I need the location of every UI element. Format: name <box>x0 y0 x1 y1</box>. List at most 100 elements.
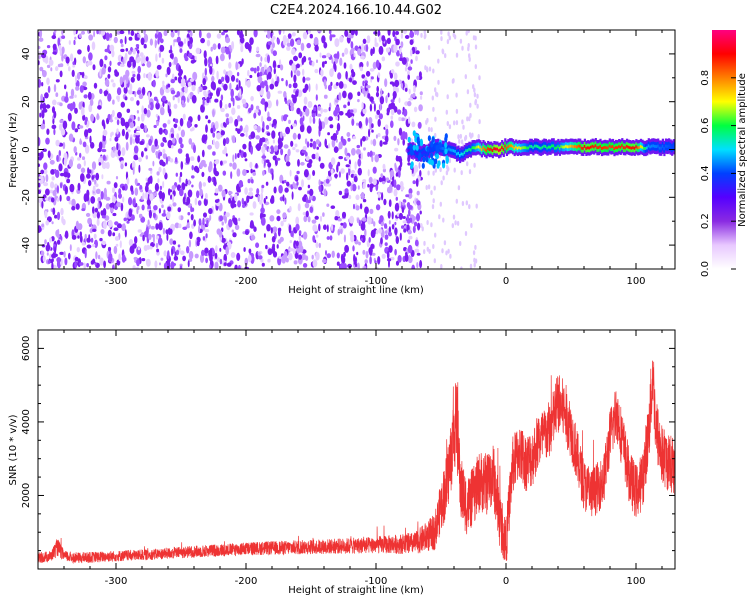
noise-speckle <box>60 182 63 189</box>
noise-speckle <box>283 144 289 149</box>
noise-speckle <box>324 116 329 125</box>
colorbar-tick-label: 0.6 <box>700 118 711 134</box>
signal-core <box>490 147 493 151</box>
noise-speckle <box>351 71 356 78</box>
noise-speckle <box>407 192 413 199</box>
noise-speckle <box>253 112 257 119</box>
noise-speckle <box>377 132 381 138</box>
noise-speckle <box>234 224 240 231</box>
noise-speckle <box>247 254 252 263</box>
noise-speckle <box>387 210 391 219</box>
noise-speckle <box>184 85 188 94</box>
noise-speckle-faint <box>454 220 457 226</box>
noise-speckle <box>350 30 356 36</box>
noise-speckle <box>344 30 349 37</box>
noise-speckle <box>302 76 306 83</box>
noise-speckle <box>329 124 334 129</box>
noise-speckle <box>355 194 360 201</box>
noise-speckle <box>398 116 402 122</box>
noise-speckle <box>113 227 119 231</box>
noise-speckle <box>71 234 77 240</box>
signal-core <box>540 146 543 150</box>
signal-core <box>657 144 660 148</box>
noise-speckle <box>130 96 134 102</box>
noise-speckle <box>74 256 79 262</box>
noise-speckle <box>129 121 134 129</box>
noise-speckle <box>320 107 323 114</box>
noise-speckle <box>156 171 160 176</box>
noise-speckle <box>162 100 165 108</box>
signal-core <box>474 146 477 150</box>
noise-speckle <box>400 185 405 191</box>
noise-speckle <box>77 182 81 191</box>
noise-speckle <box>208 56 213 65</box>
noise-speckle <box>230 252 236 258</box>
noise-speckle <box>321 55 327 59</box>
noise-speckle <box>361 43 364 53</box>
noise-speckle <box>38 182 41 188</box>
noise-speckle <box>182 113 186 121</box>
noise-speckle <box>142 192 145 200</box>
noise-speckle <box>414 30 418 35</box>
noise-speckle <box>318 123 323 132</box>
signal-core <box>519 146 522 150</box>
noise-speckle <box>402 30 408 34</box>
noise-speckle <box>388 245 393 253</box>
noise-speckle <box>302 263 308 268</box>
noise-speckle <box>52 118 55 125</box>
noise-speckle <box>130 76 135 83</box>
noise-speckle <box>68 159 73 168</box>
noise-speckle <box>107 246 112 252</box>
noise-speckle <box>326 52 331 58</box>
signal-core <box>619 145 622 149</box>
noise-speckle <box>301 150 307 154</box>
signal-core <box>668 144 671 148</box>
noise-speckle <box>313 106 317 112</box>
noise-speckle <box>317 106 321 111</box>
noise-speckle-faint <box>442 175 445 181</box>
noise-speckle <box>219 215 224 222</box>
noise-speckle <box>371 252 376 256</box>
noise-speckle-faint <box>427 45 431 51</box>
noise-speckle <box>112 82 116 88</box>
signal-core <box>466 149 469 152</box>
noise-speckle <box>202 182 207 187</box>
noise-speckle-faint <box>434 116 437 122</box>
noise-speckle <box>305 108 310 117</box>
noise-speckle-faint <box>451 223 454 229</box>
noise-speckle <box>373 103 376 112</box>
noise-speckle <box>170 30 174 33</box>
noise-speckle <box>353 52 356 58</box>
noise-speckle <box>193 219 197 227</box>
noise-speckle <box>174 94 180 98</box>
noise-speckle-faint <box>441 48 444 54</box>
signal-core <box>622 146 625 150</box>
noise-speckle <box>156 64 162 70</box>
noise-speckle <box>58 123 63 131</box>
noise-speckle <box>415 55 418 62</box>
noise-speckle <box>219 247 222 252</box>
noise-speckle <box>155 235 160 240</box>
noise-speckle-faint <box>474 44 478 50</box>
noise-speckle <box>239 149 242 154</box>
noise-speckle <box>290 140 294 147</box>
noise-speckle-faint <box>444 53 447 59</box>
noise-speckle <box>290 230 294 237</box>
noise-speckle <box>52 51 57 55</box>
noise-speckle <box>114 221 119 226</box>
noise-speckle <box>370 76 374 80</box>
noise-speckle <box>38 37 44 42</box>
noise-speckle <box>335 210 340 218</box>
noise-speckle <box>217 43 221 50</box>
noise-speckle <box>277 90 283 94</box>
noise-speckle <box>203 90 207 97</box>
noise-speckle <box>379 215 384 223</box>
noise-speckle <box>253 67 257 74</box>
noise-speckle <box>198 218 202 226</box>
noise-speckle <box>87 60 93 66</box>
signal-core <box>426 150 429 154</box>
noise-speckle <box>129 56 135 63</box>
noise-speckle <box>370 139 373 145</box>
noise-speckle <box>162 227 165 235</box>
